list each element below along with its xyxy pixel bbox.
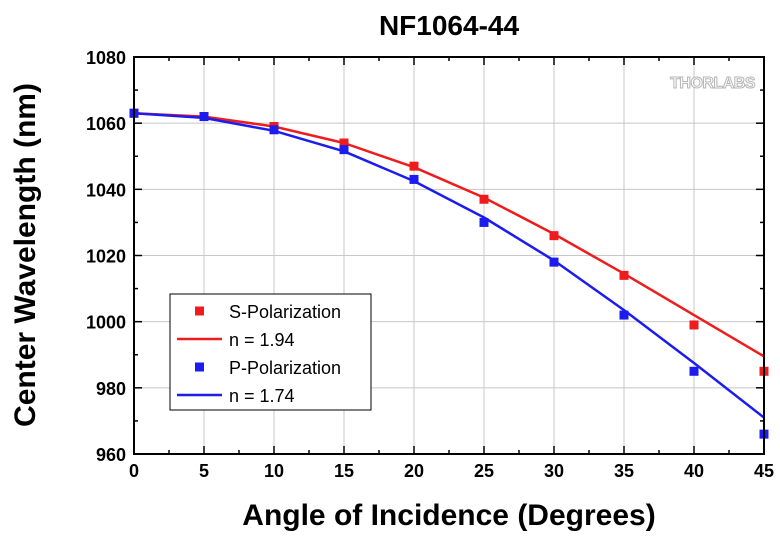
legend-label: n = 1.94: [229, 330, 295, 350]
series-0-point: [549, 231, 559, 241]
y-tick-label: 1080: [86, 48, 126, 68]
x-tick-label: 30: [544, 461, 564, 481]
x-tick-label: 45: [754, 461, 774, 481]
series-0-point: [409, 161, 419, 171]
tick-labels: 0 5 10 15 20 25 30 35 40 45 960 980 1000 1020 1040 1060…: [86, 48, 774, 481]
series-2-point: [339, 145, 349, 155]
series-line-3: [133, 111, 765, 419]
y-tick-label: 1020: [86, 247, 126, 267]
series-0-point: [339, 138, 349, 148]
y-tick-label: 960: [96, 445, 126, 465]
legend-label: n = 1.74: [229, 386, 295, 406]
x-tick-label: 0: [129, 461, 139, 481]
x-tick-label: 35: [614, 461, 634, 481]
y-tick-label: 980: [96, 379, 126, 399]
legend-marker-swatch: [195, 306, 204, 316]
series-2-point: [619, 310, 629, 320]
legend-label: S-Polarization: [229, 302, 341, 322]
legend-label: P-Polarization: [229, 358, 341, 378]
y-tick-label: 1060: [86, 114, 126, 134]
x-tick-label: 40: [684, 461, 704, 481]
y-tick-label: 1000: [86, 313, 126, 333]
series-2-point: [479, 217, 489, 227]
x-tick-label: 15: [334, 461, 354, 481]
legend: S-Polarization n = 1.94 P-Polarization n = …: [169, 293, 372, 411]
y-axis-label: Center Wavelength (nm): [9, 83, 42, 427]
thorlabs-logo: THORLABS: [670, 75, 756, 92]
plot-frame: [133, 56, 765, 455]
series-2-point: [689, 366, 699, 376]
x-tick-label: 10: [264, 461, 284, 481]
series-line-1: [133, 111, 765, 358]
x-tick-label: 5: [199, 461, 209, 481]
x-axis-label: Angle of Incidence (Degrees): [242, 499, 655, 532]
fit-lines: [133, 111, 765, 419]
chart-title: NF1064-44: [379, 10, 520, 41]
series-0-point: [479, 194, 489, 204]
series-2-point: [199, 112, 209, 122]
x-tick-label: 25: [474, 461, 494, 481]
y-tick-label: 1040: [86, 180, 126, 200]
series-0-point: [689, 320, 699, 330]
series-2-point: [409, 174, 419, 184]
series-2-point: [549, 257, 559, 267]
x-tick-label: 20: [404, 461, 424, 481]
series-0-point: [619, 270, 629, 280]
series-2-point: [269, 125, 279, 135]
legend-marker-swatch: [195, 362, 204, 372]
